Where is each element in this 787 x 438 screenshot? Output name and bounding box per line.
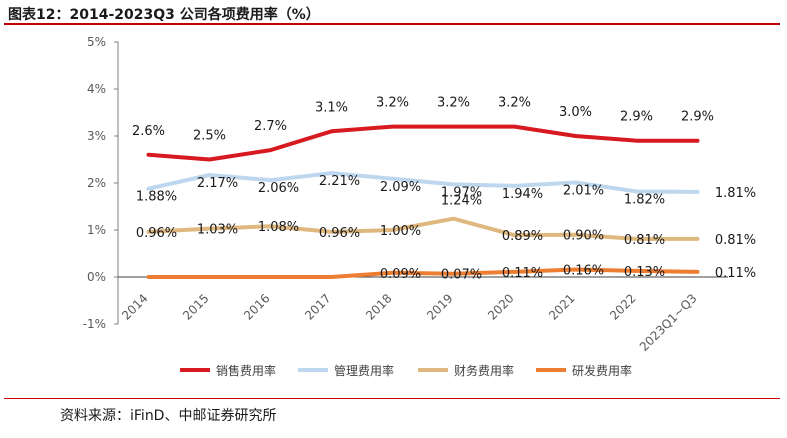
y-tick-label: -1% [83,317,106,331]
title-divider [4,23,780,25]
data-label: 1.94% [502,187,543,202]
data-label: 2.09% [380,180,421,195]
data-label: 2.17% [197,176,238,191]
y-tick-label: 2% [87,176,106,190]
data-label: 3.2% [437,96,470,111]
y-tick-label: 0% [87,270,106,284]
data-label: 0.09% [380,267,421,282]
source-note: 资料来源：iFinD、中邮证券研究所 [60,408,277,424]
data-label: 2.7% [254,119,287,134]
series-line-2 [146,171,700,194]
data-label: 0.81% [715,233,756,248]
data-label: 0.11% [715,266,756,281]
legend-label: 销售费用率 [216,363,276,378]
data-label: 2.6% [132,124,165,139]
data-label: 0.16% [563,263,604,278]
x-tick-label: 2016 [241,291,272,322]
x-tick-label: 2017 [302,291,333,322]
x-tick-label: 2019 [424,291,455,322]
data-label: 1.82% [624,192,665,207]
data-label: 2.9% [620,110,653,125]
y-tick-label: 1% [87,223,106,237]
data-label: 1.81% [715,186,756,201]
legend-label: 管理费用率 [334,363,394,378]
data-label: 1.03% [197,223,238,238]
x-tick-label: 2021 [546,291,577,322]
data-label: 0.90% [563,229,604,244]
data-label: 1.00% [380,224,421,239]
series-line-4 [146,267,700,279]
data-label: 1.08% [258,220,299,235]
data-label: 0.96% [319,226,360,241]
data-label: 1.24% [441,194,482,209]
data-label: 0.89% [502,229,543,244]
data-label: 1.88% [136,190,177,205]
data-label: 2.5% [193,129,226,144]
data-label: 2.01% [563,184,604,199]
series-line-3 [146,216,700,241]
x-tick-label: 2022 [607,291,638,322]
data-label: 3.2% [376,96,409,111]
data-label: 0.11% [502,266,543,281]
line-chart: -1% 0% 1% 2% 3% 4% 5% 2014 2015 2016 2017 2018 2019 2… [83,35,757,378]
footer-divider [4,398,780,399]
x-tick-label: 2023Q1~Q3 [637,291,700,354]
data-label: 3.1% [315,100,348,115]
data-label: 0.07% [441,268,482,283]
x-tick-label: 2014 [119,291,150,322]
legend-label: 财务费用率 [454,363,514,378]
data-label: 1.97% [441,185,482,200]
y-tick-label: 5% [87,35,106,49]
x-tick-label: 2018 [363,291,394,322]
series-line-1 [146,124,700,162]
data-label: 2.21% [319,174,360,189]
y-tick-label: 3% [87,129,106,143]
data-label: 2.06% [258,181,299,196]
data-label: 2.9% [681,110,714,125]
y-tick-label: 4% [87,82,106,96]
data-label: 0.81% [624,233,665,248]
x-tick-label: 2015 [180,291,211,322]
legend-label: 研发费用率 [572,363,632,378]
data-label: 0.13% [624,265,665,280]
data-label: 3.2% [498,96,531,111]
data-label: 3.0% [559,105,592,120]
data-label: 0.96% [136,226,177,241]
x-tick-label: 2020 [485,291,516,322]
chart-title: 图表12：2014-2023Q3 公司各项费用率（%） [8,7,320,23]
